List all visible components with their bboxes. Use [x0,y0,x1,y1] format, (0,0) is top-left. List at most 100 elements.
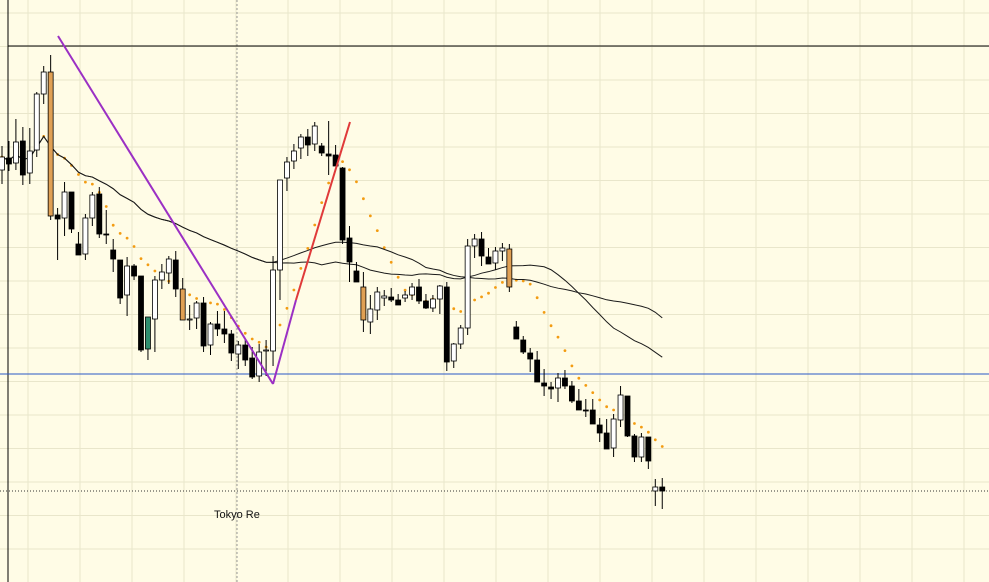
candle-body [96,193,103,235]
ma-dot [563,349,567,352]
candle-body [659,486,666,492]
candle-body [457,327,464,345]
candle-body [26,150,33,174]
ma-dot [452,307,456,311]
ma-dot [90,182,94,186]
candle-body [0,156,5,171]
candle-body [19,140,26,176]
candle-body [589,409,596,425]
candle-body [409,286,415,296]
ma-dot [542,311,546,314]
candle-body [610,418,617,449]
candle-body [6,157,12,165]
candle-body [562,377,568,387]
candle-body [471,238,478,247]
trend-lines [57,35,351,385]
candle-body [311,125,318,145]
candle-body [40,71,47,95]
ma-dot [104,205,108,208]
candle-body [631,435,638,458]
candle-body [638,436,645,458]
ma-dot [125,236,129,240]
candle-body [485,256,492,265]
candle-body [138,275,144,351]
ma-dot [396,275,400,279]
candle-body [318,145,325,154]
ma-dot [535,296,539,300]
ma-dot [209,301,212,305]
ma-dot [570,364,574,368]
candle-body [270,269,276,352]
ma-dot [278,323,282,327]
ma-dot [382,246,386,250]
candle-body [242,344,249,361]
candle-body [381,295,388,299]
ma-dot [494,286,497,289]
candle-body [151,279,158,320]
candle-body [339,167,346,241]
ma-dot [292,288,296,292]
candle-body [506,248,513,288]
candle-body [429,298,436,309]
candle-body [186,318,193,321]
candle-body [464,245,471,329]
candle-body [436,285,443,300]
ma-dot [640,425,643,429]
candle-body [165,258,172,274]
candle-body [443,286,450,363]
candle-body [131,265,137,277]
ma-dot [633,422,636,425]
candle-body [290,150,297,162]
candle-body [179,288,186,321]
ma-dot [487,291,490,295]
candle-body [33,93,40,151]
candle-body [555,377,561,389]
candle-body [124,265,130,296]
ma-dot [285,306,289,310]
candle-body [117,259,124,299]
ma-dot [556,335,560,339]
candle-body [75,243,82,256]
down-swing-line [57,35,274,385]
candle-body [645,436,652,462]
ma-dot [501,281,504,284]
candle-body [450,343,457,362]
ma-dot [653,438,657,442]
candle-body [575,400,582,411]
ma-dot [327,181,331,185]
ma-dot [132,245,136,248]
ma-dot [306,247,310,250]
candle-body [492,250,499,264]
ma-dot [243,331,247,335]
ma-dot [480,295,483,299]
long-ma-line [1,135,663,319]
candle-body [478,238,485,257]
ma-dot [660,445,664,448]
ma-dot [257,340,261,344]
ma-dot [223,308,226,311]
candle-body [61,191,68,219]
candle-body [207,323,214,346]
candle-body [582,409,589,412]
candle-body [416,286,422,302]
candle-body [284,161,290,179]
candle-body [12,141,19,164]
ma-dot [389,260,393,264]
candle-body [360,286,367,321]
ma-dot [146,263,150,267]
candle-body [325,153,332,157]
candle-body [617,394,624,421]
candle-body [499,247,506,252]
candle-body [263,349,270,352]
candle-body [249,357,256,378]
ma-dot [111,223,115,227]
candle-body [277,179,283,271]
ma-dot [459,310,463,313]
candle-series [0,55,666,509]
ma-dot [598,398,602,402]
candle-body [402,294,409,299]
candle-body [110,249,117,260]
swing-low-connector [272,299,297,385]
ma-dot [368,214,372,218]
